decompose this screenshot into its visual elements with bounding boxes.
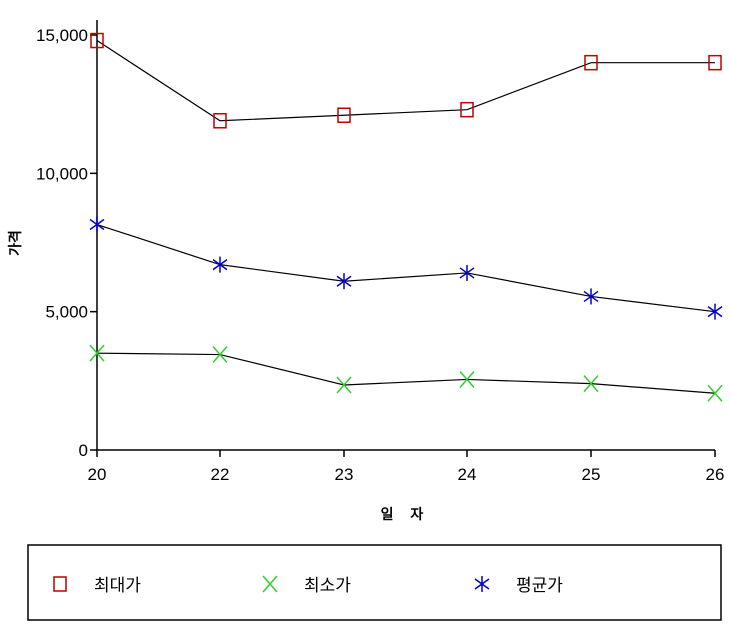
data-point [459, 370, 475, 388]
series-line [96, 40, 715, 122]
data-point [459, 264, 475, 281]
legend-marker [53, 576, 67, 592]
x-tick-label: 20 [88, 465, 107, 484]
x-axis-label: 일 자 [381, 507, 430, 523]
legend-label: 최소가 [304, 576, 351, 596]
data-point [89, 344, 105, 362]
legend-box [27, 544, 722, 621]
data-point [583, 375, 599, 393]
data-point [460, 101, 474, 118]
series-line [96, 223, 716, 313]
legend-label: 평균가 [516, 576, 563, 596]
series-group [89, 32, 723, 402]
y-axis-label: 가격 [7, 230, 24, 256]
x-tick-label: 24 [458, 465, 477, 484]
data-point [89, 216, 105, 233]
data-point [212, 346, 228, 364]
y-tick-label: 10,000 [36, 164, 88, 183]
legend-marker [474, 576, 490, 592]
data-point [708, 54, 722, 71]
data-point [337, 107, 351, 123]
legend-label: 최대가 [94, 576, 141, 596]
data-point [336, 273, 352, 290]
data-point [213, 113, 227, 129]
series-line [96, 352, 716, 394]
y-ticks: 0 5,000 10,000 15,000 [36, 26, 97, 460]
data-point [707, 303, 723, 320]
legend-item: 최소가 [262, 575, 351, 596]
series-2 [89, 344, 723, 402]
data-point [707, 384, 723, 402]
x-ticks: 20 22 23 24 25 26 [88, 450, 725, 484]
x-tick-label: 25 [582, 465, 601, 484]
y-tick-label: 5,000 [45, 303, 88, 322]
legend-item: 평균가 [474, 576, 563, 596]
series-3 [89, 216, 723, 320]
data-point [583, 288, 599, 305]
data-point [90, 32, 104, 49]
y-tick-label: 0 [79, 441, 88, 460]
legend: 최대가 최소가 평균가 [27, 544, 722, 621]
legend-marker [262, 575, 278, 593]
legend-item: 최대가 [53, 576, 141, 596]
x-tick-label: 26 [706, 465, 725, 484]
data-point [584, 54, 598, 71]
y-tick-label: 15,000 [36, 26, 88, 45]
axes [96, 20, 715, 451]
series-1 [90, 32, 722, 129]
x-tick-label: 22 [211, 465, 230, 484]
data-point [212, 256, 228, 273]
data-point [336, 376, 352, 394]
x-tick-label: 23 [335, 465, 354, 484]
